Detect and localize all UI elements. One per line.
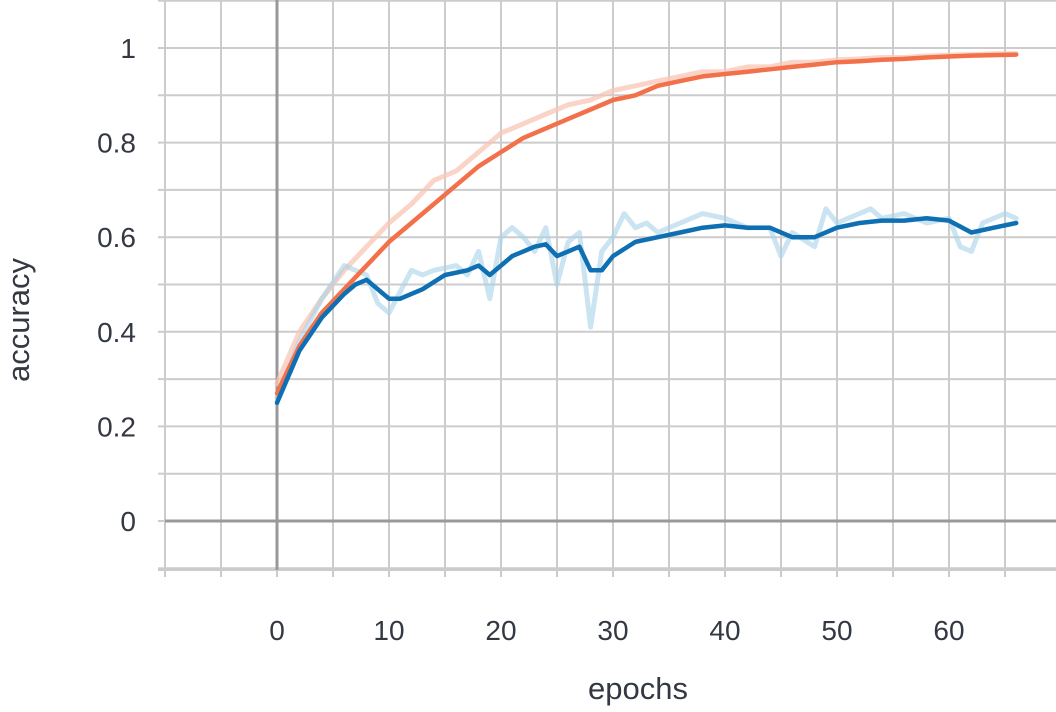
y-tick-label: 0.4 (97, 317, 136, 348)
series-line-validation (274, 216, 1019, 406)
series-line-validation-raw (274, 206, 1019, 401)
grid (158, 0, 1056, 577)
y-tick-label: 0.2 (97, 411, 136, 442)
axes (165, 0, 1056, 570)
tick-labels: 0 10 20 30 40 50 60 0 0.2 0.4 0.6 0.8 1 (97, 33, 965, 646)
y-tick-label: 0.8 (97, 128, 136, 159)
x-tick-label: 30 (597, 615, 628, 646)
series-lines (274, 51, 1019, 406)
x-tick-label: 20 (485, 615, 516, 646)
x-axis-label: epochs (588, 671, 688, 706)
y-axis-label: accuracy (1, 257, 36, 382)
x-tick-label: 40 (709, 615, 740, 646)
x-tick-label: 10 (373, 615, 404, 646)
x-tick-label: 50 (821, 615, 852, 646)
y-tick-label: 0.6 (97, 222, 136, 253)
series-line-train (274, 52, 1019, 396)
x-tick-label: 0 (269, 615, 285, 646)
x-tick-label: 60 (933, 615, 964, 646)
y-tick-label: 0 (120, 506, 136, 537)
y-tick-label: 1 (120, 33, 136, 64)
